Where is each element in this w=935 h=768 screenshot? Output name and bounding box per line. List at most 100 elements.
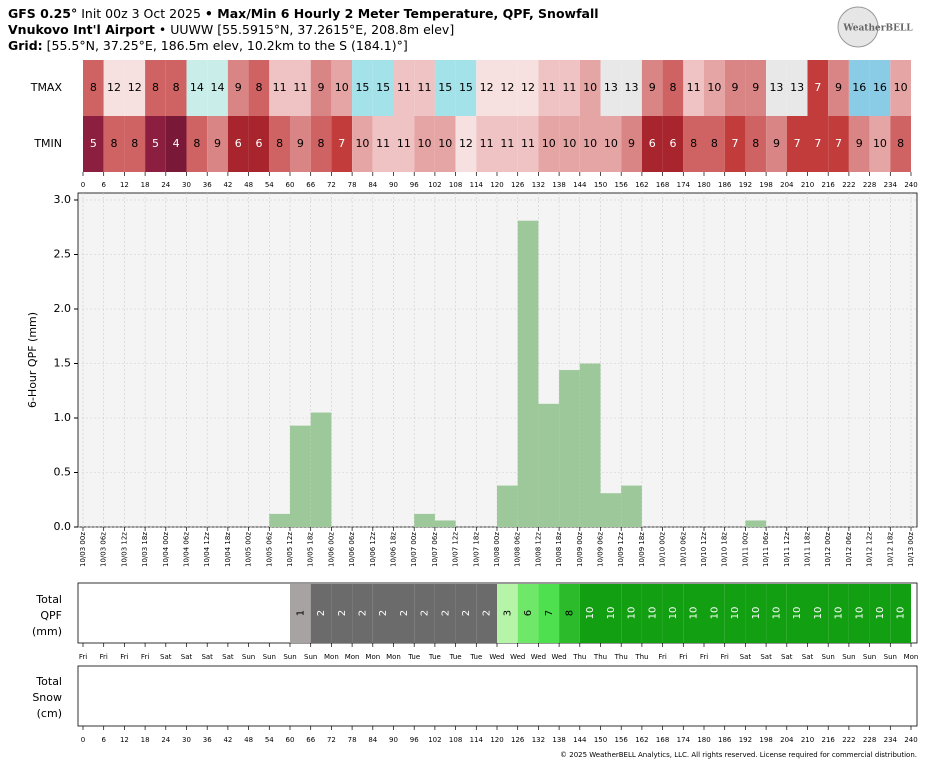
temp-value: 10: [873, 137, 887, 150]
x-tick-label: Mon: [386, 653, 401, 661]
temp-value: 16: [852, 81, 866, 94]
x-tick-label: Sat: [781, 653, 793, 661]
temp-value: 11: [521, 137, 535, 150]
qpf-bar: [538, 403, 560, 527]
x-tick-label: Mon: [365, 653, 380, 661]
temp-value: 13: [604, 81, 618, 94]
temp-value: 11: [293, 81, 307, 94]
temp-cell: [227, 60, 249, 116]
x-tick-label: Mon: [345, 653, 360, 661]
qpf-bar: [497, 485, 518, 527]
temp-value: 9: [297, 137, 304, 150]
temp-cell: [807, 116, 829, 172]
x-tick-label: 78: [348, 181, 357, 189]
temp-cell: [724, 116, 746, 172]
temp-cell: [455, 116, 477, 172]
qpf-bar: [745, 520, 767, 527]
total-qpf-cell: [807, 584, 829, 643]
qpf-bar: [579, 363, 601, 527]
x-tick-label: 10/09 12z: [617, 532, 625, 567]
temp-value: 10: [438, 137, 452, 150]
x-tick-label: 150: [594, 736, 607, 744]
temp-value: 8: [897, 137, 904, 150]
qpf-bar: [269, 513, 290, 527]
x-tick-label: 10/04 12z: [203, 532, 211, 567]
temp-value: 8: [318, 137, 325, 150]
x-tick-label: 30: [182, 736, 191, 744]
temp-cell: [103, 116, 125, 172]
x-tick-label: 240: [904, 181, 917, 189]
temp-value: 11: [480, 137, 494, 150]
temp-cell: [310, 60, 332, 116]
x-tick-label: 168: [656, 736, 669, 744]
temp-cell: [372, 116, 394, 172]
temp-value: 8: [152, 81, 159, 94]
temp-cell: [869, 116, 891, 172]
x-tick-label: 10/12 12z: [866, 532, 874, 567]
temp-cell: [786, 60, 808, 116]
x-tick-label: 6: [101, 181, 106, 189]
temp-cell: [331, 60, 353, 116]
total-qpf-cell: [786, 584, 808, 643]
x-tick-label: 144: [573, 181, 587, 189]
temp-value: 12: [480, 81, 494, 94]
y-tick-label: 2.5: [54, 248, 72, 261]
x-tick-label: Fri: [100, 653, 108, 661]
qpf-bar: [621, 485, 642, 527]
temp-cell: [207, 116, 228, 172]
temp-cell: [497, 60, 518, 116]
temp-cell: [579, 60, 601, 116]
qpf-bar: [290, 425, 311, 527]
temp-value: 8: [193, 137, 200, 150]
x-tick-label: 10/11 12z: [783, 532, 791, 567]
x-tick-label: 84: [368, 181, 377, 189]
x-tick-label: 48: [244, 181, 253, 189]
temp-cell: [352, 60, 373, 116]
temp-cell: [83, 60, 104, 116]
x-tick-label: 10/08 18z: [555, 532, 563, 567]
x-tick-label: 240: [904, 736, 917, 744]
temp-value: 8: [90, 81, 97, 94]
temp-cell: [683, 116, 704, 172]
temp-value: 5: [152, 137, 159, 150]
temp-cell: [538, 60, 560, 116]
x-tick-label: 36: [203, 181, 212, 189]
x-tick-label: 114: [470, 181, 484, 189]
temp-cell: [724, 60, 746, 116]
total-qpf-value: 10: [709, 607, 720, 620]
total-qpf-value: 2: [482, 610, 493, 616]
temp-value: 11: [500, 137, 514, 150]
qpf-bar: [310, 412, 332, 527]
temp-value: 9: [628, 137, 635, 150]
temp-cell: [434, 116, 456, 172]
x-tick-label: 10/06 00z: [327, 532, 335, 567]
x-tick-label: 10/09 06z: [597, 532, 605, 567]
temp-value: 9: [214, 137, 221, 150]
temp-value: 10: [707, 81, 721, 94]
logo-circle: [837, 6, 879, 48]
temp-cell: [455, 60, 477, 116]
temp-cell: [766, 116, 787, 172]
x-tick-label: 42: [223, 736, 232, 744]
x-tick-label: 120: [490, 181, 503, 189]
x-tick-label: 54: [265, 181, 274, 189]
temp-cell: [600, 60, 622, 116]
temp-value: 8: [752, 137, 759, 150]
qpf-bar: [414, 513, 435, 527]
x-tick-label: Fri: [679, 653, 687, 661]
temp-value: 8: [131, 137, 138, 150]
x-tick-label: Tue: [407, 653, 420, 661]
x-tick-label: 0: [81, 181, 85, 189]
row-label: TMIN: [33, 137, 62, 150]
x-tick-label: 132: [532, 181, 545, 189]
temp-cell: [165, 116, 187, 172]
temp-cell: [290, 116, 311, 172]
x-tick-label: Sun: [863, 653, 876, 661]
x-tick-label: 12: [120, 181, 129, 189]
x-tick-label: 10/11 18z: [804, 532, 812, 567]
temp-value: 11: [397, 137, 411, 150]
temp-cell: [704, 116, 725, 172]
total-qpf-cell: [476, 584, 497, 643]
x-tick-label: 10/11 00z: [741, 532, 749, 567]
